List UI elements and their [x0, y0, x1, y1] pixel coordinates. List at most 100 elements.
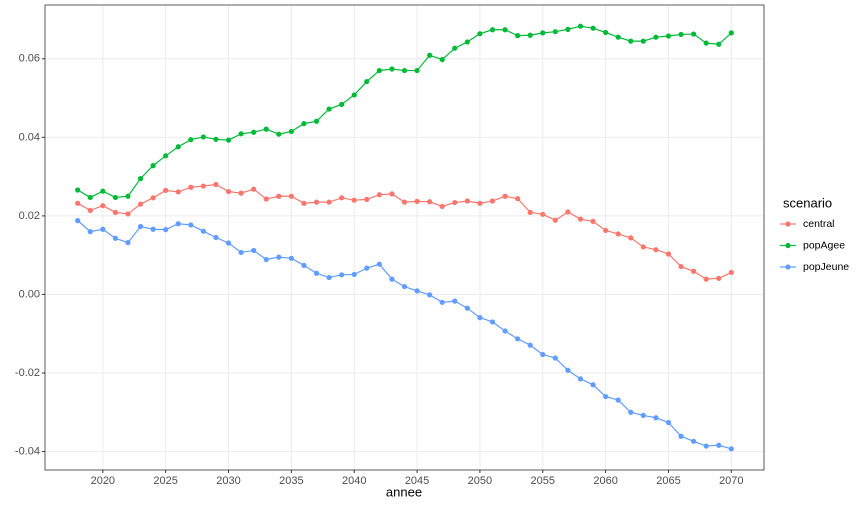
point	[163, 153, 169, 159]
point	[577, 23, 584, 29]
point	[188, 137, 194, 143]
point	[527, 209, 533, 215]
point	[565, 26, 571, 32]
point	[238, 249, 244, 256]
series-line	[77, 25, 732, 199]
point	[200, 134, 206, 140]
point	[389, 191, 395, 197]
point	[188, 184, 194, 190]
point	[313, 270, 320, 276]
point	[540, 351, 546, 358]
point	[502, 328, 508, 334]
point	[540, 211, 546, 217]
point	[716, 41, 722, 47]
point	[326, 199, 332, 205]
point	[427, 52, 433, 58]
point	[477, 31, 483, 37]
point	[376, 67, 382, 74]
series-line	[77, 220, 732, 450]
point	[276, 254, 282, 260]
point	[615, 231, 621, 237]
point	[401, 283, 408, 290]
point	[603, 393, 609, 400]
x-tick-label: 2045	[405, 475, 429, 487]
point	[577, 216, 584, 222]
point	[427, 292, 433, 298]
point	[112, 194, 118, 201]
point	[640, 412, 646, 419]
point	[263, 256, 269, 263]
x-tick-label: 2040	[342, 475, 366, 487]
point	[137, 223, 144, 230]
point	[427, 199, 433, 205]
point	[238, 131, 244, 137]
y-tick-label: 0.06	[19, 53, 40, 65]
point	[339, 101, 345, 107]
point	[628, 38, 634, 44]
point	[87, 194, 93, 201]
y-tick-label: 0.02	[19, 210, 40, 222]
point	[150, 195, 156, 201]
point	[251, 186, 257, 192]
point	[703, 276, 709, 282]
x-tick-label: 2060	[593, 475, 617, 487]
point	[301, 200, 307, 206]
point	[653, 415, 659, 421]
point	[628, 235, 634, 241]
point	[75, 187, 81, 193]
point	[628, 409, 634, 415]
point	[313, 199, 320, 205]
point	[75, 200, 81, 206]
series-line	[77, 183, 732, 280]
point	[515, 336, 521, 342]
point	[225, 240, 232, 246]
point	[691, 31, 697, 37]
point	[615, 397, 621, 403]
point	[288, 255, 294, 261]
point	[251, 247, 257, 254]
point	[464, 39, 470, 45]
point	[100, 226, 106, 232]
point	[452, 199, 458, 206]
point	[691, 268, 697, 274]
point	[527, 342, 533, 348]
point	[87, 207, 93, 214]
point	[75, 218, 81, 224]
point	[603, 227, 609, 234]
point	[339, 195, 345, 201]
point	[653, 34, 659, 40]
y-tick-label: -0.04	[15, 445, 40, 457]
y-tick-label: -0.02	[15, 367, 40, 379]
point	[603, 29, 609, 36]
point	[175, 221, 181, 227]
point	[653, 247, 659, 253]
x-tick-label: 2070	[719, 475, 743, 487]
point	[414, 67, 420, 74]
point	[326, 274, 332, 281]
point	[389, 66, 395, 72]
point	[590, 218, 596, 224]
point	[401, 67, 408, 74]
point	[439, 203, 445, 210]
point	[288, 193, 294, 199]
point	[125, 240, 131, 246]
point	[489, 319, 496, 325]
point	[552, 29, 558, 35]
point	[389, 276, 395, 282]
point	[401, 199, 408, 205]
point	[527, 32, 533, 38]
point	[590, 382, 596, 388]
point	[376, 192, 382, 198]
point	[502, 27, 508, 33]
point	[640, 244, 646, 250]
point	[477, 200, 483, 206]
point	[552, 217, 558, 223]
point	[351, 197, 357, 203]
point	[100, 188, 106, 194]
point	[213, 136, 219, 142]
point	[376, 261, 382, 267]
panel-border	[44, 4, 765, 471]
point	[414, 288, 420, 294]
point	[225, 188, 232, 195]
